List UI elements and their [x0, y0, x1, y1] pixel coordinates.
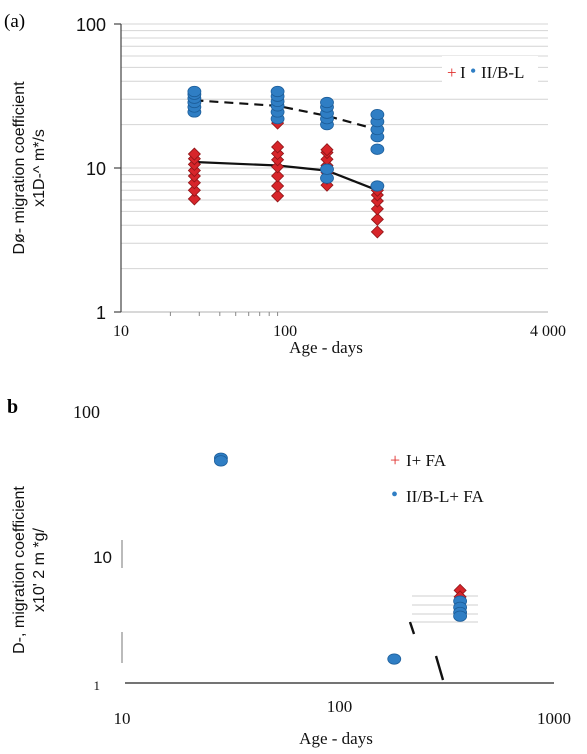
- y-tick-label: 100: [76, 15, 106, 35]
- panel-a-x-label: Age - days: [289, 338, 363, 357]
- legend-a-i-symbol: +: [447, 63, 457, 82]
- y-tick-label: 100: [73, 402, 100, 422]
- panel-b-y-label: D-, migration coefficient x10' 2 m *g/: [11, 486, 48, 654]
- legend-b-i-symbol: +: [390, 450, 400, 470]
- data-point-i: [187, 183, 201, 197]
- panel-b-points: [214, 452, 468, 665]
- data-point-i: [187, 176, 201, 190]
- legend-a-ii-symbol: •: [470, 61, 476, 81]
- panel-a-legend: + I • II/B-L: [447, 61, 524, 82]
- x-tick-label: 4 000: [530, 323, 566, 340]
- data-point-ii-fa: [387, 653, 402, 665]
- data-point-i: [370, 212, 384, 226]
- trend-fragment: [408, 621, 416, 635]
- x-tick-label: 100: [327, 697, 353, 716]
- data-point-ii: [370, 180, 385, 192]
- y-tick-label: 1: [94, 678, 101, 693]
- panel-b-partial-grid: [121, 540, 478, 681]
- x-tick-label: 1000: [537, 709, 571, 728]
- legend-a-i-label: I: [460, 63, 466, 82]
- panel-a-y-label-line1: Dø- migration coefficient: [11, 81, 28, 255]
- data-point-i: [271, 160, 285, 174]
- panel-b-y-label-line1: D-, migration coefficient: [11, 486, 28, 654]
- trend-fragment: [434, 655, 445, 681]
- data-point-i: [187, 192, 201, 206]
- legend-b-ii-symbol: •: [391, 484, 398, 506]
- panel-b-legend: + I+ FA • II/B-L+ FA: [390, 450, 484, 506]
- data-point-i: [271, 179, 285, 193]
- panel-a-y-label-line2: x1D-^ m*/s: [31, 129, 48, 207]
- data-point-ii: [320, 163, 334, 175]
- data-point-ii: [187, 85, 202, 98]
- y-tick-label: 1: [96, 303, 106, 323]
- panel-a-legend-box: [442, 56, 538, 96]
- data-point-i: [320, 143, 334, 157]
- data-point-i: [187, 147, 201, 161]
- legend-a-ii-label: II/B-L: [481, 63, 524, 82]
- x-tick-label: 10: [114, 709, 131, 728]
- data-point-ii: [270, 85, 285, 98]
- data-point-ii: [320, 96, 334, 109]
- panel-a: (a) 1 10 100 10 100 4 000 + I • II/B-L Age -…: [4, 11, 566, 357]
- panel-a-y-ticks: 1 10 100: [76, 15, 121, 323]
- data-point-ii-fa: [214, 455, 228, 467]
- panel-a-trend-lines: [194, 99, 378, 192]
- y-tick-label: 10: [93, 548, 112, 567]
- data-point-i: [370, 202, 384, 216]
- panel-b-y-label-line2: x10' 2 m *g/: [31, 527, 48, 612]
- panel-a-points: [187, 85, 385, 239]
- panel-b-y-ticks: 1 10 100: [73, 402, 112, 693]
- data-point-ii-fa: [453, 610, 468, 622]
- data-point-i: [370, 225, 384, 239]
- y-tick-label: 10: [86, 159, 106, 179]
- trend-line-ii: [194, 99, 378, 131]
- x-tick-label: 10: [113, 323, 129, 340]
- panel-b-x-label: Age - days: [299, 729, 373, 748]
- data-point-i: [271, 169, 285, 183]
- data-point-ii: [370, 143, 385, 155]
- x-tick-label: 100: [273, 323, 297, 340]
- data-point-i: [271, 189, 285, 203]
- panel-a-x-ticks: 10 100 4 000: [113, 312, 566, 340]
- trend-line-i: [194, 160, 378, 192]
- panel-a-y-label: Dø- migration coefficient x1D-^ m*/s: [11, 81, 48, 255]
- data-point-i: [271, 140, 285, 154]
- panel-a-label: (a): [4, 11, 25, 32]
- legend-b-ii-label: II/B-L+ FA: [406, 487, 484, 506]
- legend-b-i-label: I+ FA: [406, 451, 447, 470]
- panel-b-x-ticks: 10 100 1000: [114, 697, 572, 728]
- data-point-i: [271, 146, 285, 161]
- panel-b-label: b: [7, 396, 18, 418]
- data-point-ii: [370, 108, 385, 121]
